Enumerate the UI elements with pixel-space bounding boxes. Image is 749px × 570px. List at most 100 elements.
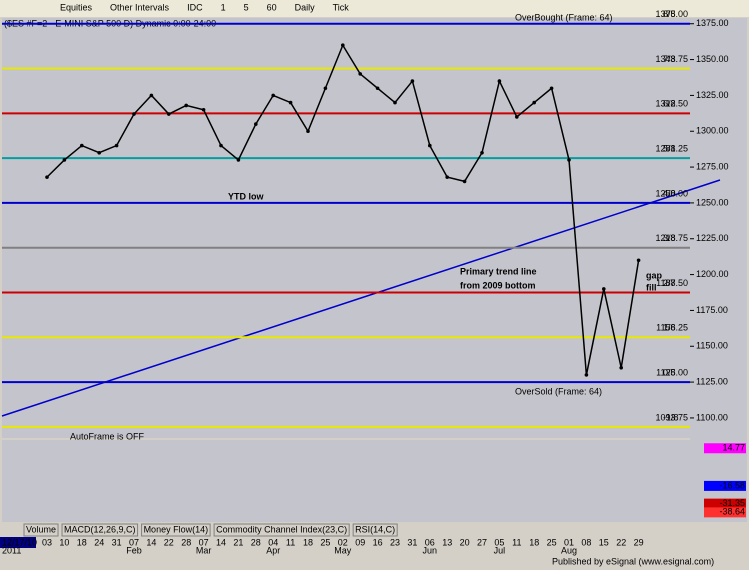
x-tick-label: 20 <box>460 537 470 547</box>
price-point <box>149 93 154 98</box>
y-tick-label: 1150.00 <box>696 341 728 351</box>
toolbar-button[interactable]: 1 <box>221 2 226 12</box>
indicator-tab[interactable]: Volume <box>26 524 56 534</box>
x-tick-label: 11 <box>286 537 295 547</box>
price-point <box>602 287 606 291</box>
month-label: Aug <box>561 545 577 555</box>
x-tick-label: 28 <box>181 537 191 547</box>
macd-label: 14.77 <box>722 443 745 453</box>
indicator-tab[interactable]: MACD(12,26,9,C) <box>64 524 136 534</box>
price-point <box>375 86 380 91</box>
price-point <box>306 129 310 134</box>
x-tick-label: 16 <box>373 537 383 547</box>
indicator-tab[interactable]: RSI(14,C) <box>355 524 395 534</box>
level-name: 1/8 <box>663 323 676 333</box>
level-name: 4/8 <box>663 188 676 198</box>
toolbar-button[interactable]: 5 <box>244 2 249 12</box>
tab-border <box>352 523 398 537</box>
x-tick-label: 18 <box>529 537 539 547</box>
month-label: Jun <box>423 545 438 555</box>
indicator-tab[interactable]: Commodity Channel Index(23,C) <box>216 524 347 534</box>
price-point <box>549 86 554 91</box>
x-tick-label: 25 <box>320 537 330 547</box>
start-date: 12/17/10 <box>2 537 37 547</box>
x-tick-label: 13 <box>442 537 452 547</box>
x-tick-label: 31 <box>112 537 122 547</box>
x-tick-label: 25 <box>547 537 557 547</box>
level-value: 1343.75 <box>655 54 688 64</box>
toolbar-button[interactable]: IDC <box>187 2 203 12</box>
x-tick-label: 18 <box>77 537 87 547</box>
y-tick-label: 1300.00 <box>696 126 729 136</box>
level-value: 1156.25 <box>656 323 688 333</box>
price-point <box>341 43 345 48</box>
price-point <box>219 143 223 148</box>
macd-label-box <box>704 507 746 518</box>
price-point <box>288 100 293 105</box>
price-point <box>323 86 328 91</box>
macd-label: -38.64 <box>719 507 745 517</box>
x-tick-label: 07 <box>199 537 209 547</box>
toolbar-button[interactable]: Equities <box>60 2 93 12</box>
annotation: OverSold (Frame: 64) <box>515 386 602 396</box>
price-point <box>462 179 467 184</box>
x-tick-label: 05 <box>494 537 504 547</box>
price-point <box>184 103 188 108</box>
price-point <box>271 93 276 98</box>
tab-border <box>141 523 211 537</box>
annotation: gap <box>646 270 663 280</box>
x-tick-label: 11 <box>512 537 521 547</box>
level-value: 1250.00 <box>655 188 688 198</box>
annotation: fill <box>646 282 657 292</box>
price-point <box>636 258 641 263</box>
price-point <box>515 115 519 119</box>
tab-border <box>61 523 139 537</box>
price-point <box>201 107 206 112</box>
level-value: 1218.75 <box>655 233 688 243</box>
x-tick-label: 29 <box>634 537 644 547</box>
y-tick-label: 1325.00 <box>696 90 729 100</box>
price-point <box>393 100 397 105</box>
y-tick-label: 1350.00 <box>696 54 729 64</box>
x-tick-label: 04 <box>268 537 278 547</box>
price-point <box>480 150 484 155</box>
macd-label-box <box>704 498 746 509</box>
y-tick-label: 1225.00 <box>696 233 729 243</box>
x-tick-label: 27 <box>477 537 487 547</box>
tab-border <box>23 523 59 537</box>
level-value: 1187.50 <box>656 278 688 288</box>
price-point <box>254 122 258 126</box>
x-tick-label: 06 <box>425 537 435 547</box>
toolbar-button[interactable]: Other Intervals <box>110 2 170 12</box>
x-tick-label: 07 <box>129 537 139 547</box>
level-value: 1125.00 <box>656 367 688 377</box>
toolbar-button[interactable]: Tick <box>333 2 350 12</box>
price-point <box>167 112 171 116</box>
x-tick-label: 18 <box>303 537 313 547</box>
toolbar-button[interactable]: Daily <box>295 2 316 12</box>
x-tick-label: 02 <box>338 537 348 547</box>
x-tick-label: 21 <box>233 537 243 547</box>
indicator-tab[interactable]: Money Flow(14) <box>144 524 209 534</box>
tab-border <box>213 523 350 537</box>
price-point <box>97 150 101 155</box>
date-axis <box>0 538 749 556</box>
price-point <box>532 100 536 105</box>
price-point <box>80 143 84 148</box>
y-tick-label: 1250.00 <box>696 197 729 207</box>
toolbar <box>0 0 749 17</box>
price-point <box>619 365 623 370</box>
toolbar-button[interactable]: 60 <box>267 2 277 12</box>
y-tick-label: 1175.00 <box>696 305 728 315</box>
level-value: 1375.00 <box>655 9 688 19</box>
price-point <box>45 175 49 179</box>
annotation: OverBought (Frame: 64) <box>515 12 613 22</box>
macd-label-box <box>704 443 746 454</box>
x-tick-label: 10 <box>59 537 69 547</box>
x-tick-label: 24 <box>94 537 104 547</box>
level-name: 2/8 <box>663 278 676 288</box>
price-point <box>62 158 67 162</box>
month-label: Feb <box>126 545 142 555</box>
x-tick-label: 22 <box>616 537 626 547</box>
